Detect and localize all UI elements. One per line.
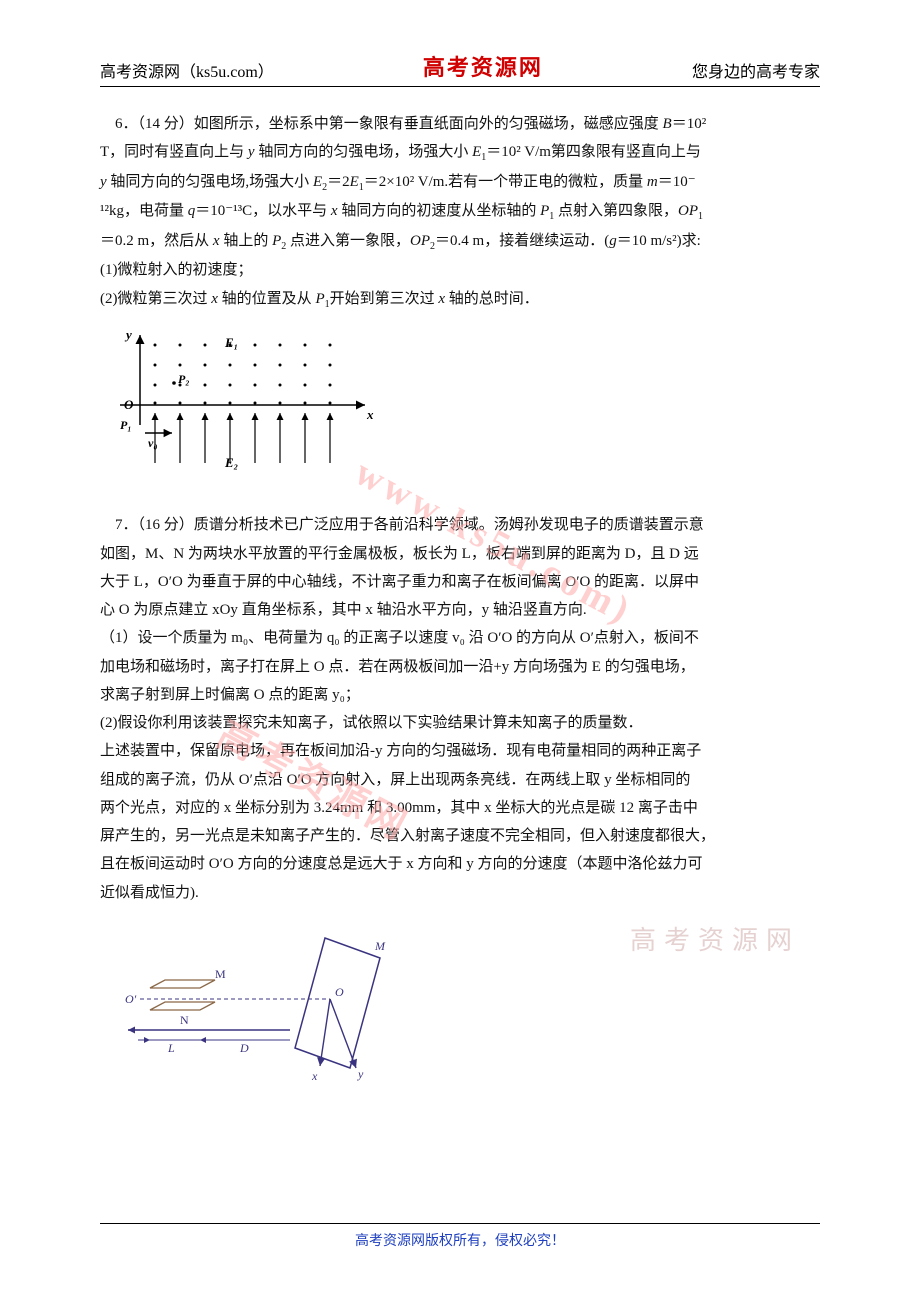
svg-text:y: y xyxy=(357,1067,364,1081)
svg-text:v₀: v₀ xyxy=(148,436,158,450)
q7-p7: 求离子射到屏上时偏离 O 点的距离 y₀； xyxy=(100,682,820,708)
svg-text:M: M xyxy=(215,967,226,981)
svg-text:P₂: P₂ xyxy=(178,372,190,386)
page-header: 高考资源网（ks5u.com） 高考资源网 您身边的高考专家 xyxy=(100,50,820,87)
footer-text: 高考资源网版权所有，侵权必究！ xyxy=(355,1234,565,1249)
q7-p1: 7．（16 分）质谱分析技术已广泛应用于各前沿科学领域。汤姆孙发现电子的质谱装置… xyxy=(100,512,820,538)
q7-p9: 上述装置中，保留原电场，再在板间加沿-y 方向的匀强磁场．现有电荷量相同的两种正… xyxy=(100,738,820,764)
q7-p3: 大于 L，O′O 为垂直于屏的中心轴线，不计离子重力和离子在板间偏离 O′O 的… xyxy=(100,569,820,595)
header-center-title: 高考资源网 xyxy=(423,50,543,82)
figure-q6-diagram: y x O P₂ E₁ E₂ P₁ v₀ xyxy=(110,325,820,494)
q6-paragraph: ＝0.2 m，然后从 x 轴上的 P2 点进入第一象限，OP2＝0.4 m，接着… xyxy=(100,228,820,256)
svg-text:O′: O′ xyxy=(125,992,137,1006)
q6-sub2: (2)微粒第三次过 x 轴的位置及从 P1开始到第三次过 x 轴的总时间． xyxy=(100,286,820,314)
q7-p2: 如图，M、N 为两块水平放置的平行金属极板，板长为 L，板右端到屏的距离为 D，… xyxy=(100,541,820,567)
q7-p11: 两个光点，对应的 x 坐标分别为 3.24mm 和 3.00mm，其中 x 坐标… xyxy=(100,795,820,821)
svg-text:P₁: P₁ xyxy=(120,418,132,432)
svg-text:x: x xyxy=(366,407,374,422)
svg-text:O: O xyxy=(124,397,134,412)
svg-text:O: O xyxy=(335,985,344,999)
svg-text:y: y xyxy=(124,327,132,342)
q7-p6: 加电场和磁场时，离子打在屏上 O 点．若在两极板间加一沿+y 方向场强为 E 的… xyxy=(100,654,820,680)
svg-text:L: L xyxy=(167,1041,175,1055)
svg-text:E₂: E₂ xyxy=(224,455,238,470)
q7-p12: 屏产生的，另一光点是未知离子产生的．尽管入射离子速度不完全相同，但入射速度都很大… xyxy=(100,823,820,849)
svg-text:x: x xyxy=(311,1069,318,1083)
watermark-side: 高考资源网 xyxy=(630,920,800,957)
q6-paragraph: y 轴同方向的匀强电场,场强大小 E2＝2E1＝2×10² V/m.若有一个带正… xyxy=(100,169,820,197)
q6-svg: y x O P₂ E₁ E₂ P₁ v₀ xyxy=(110,325,380,485)
q7-p5: （1）设一个质量为 m₀、电荷量为 q₀ 的正离子以速度 v₀ 沿 O′O 的方… xyxy=(100,625,820,651)
svg-text:D: D xyxy=(239,1041,249,1055)
q6-paragraph: 6．（14 分）如图所示，坐标系中第一象限有垂直纸面向外的匀强磁场，磁感应强度 … xyxy=(100,111,820,137)
q7-p8: (2)假设你利用该装置探究未知离子，试依照以下实验结果计算未知离子的质量数． xyxy=(100,710,820,736)
header-right: 您身边的高考专家 xyxy=(692,58,820,82)
q7-p14: 近似看成恒力). xyxy=(100,880,820,906)
page-footer: 高考资源网版权所有，侵权必究！ xyxy=(100,1223,820,1250)
svg-text:E₁: E₁ xyxy=(224,335,238,350)
header-left: 高考资源网（ks5u.com） xyxy=(100,58,274,82)
q6-sub1: (1)微粒射入的初速度； xyxy=(100,257,820,283)
q7-p4: 心 O 为原点建立 xOy 直角坐标系，其中 x 轴沿水平方向，y 轴沿竖直方向… xyxy=(100,597,820,623)
q7-p10: 组成的离子流，仍从 O′点沿 O′O 方向射入，屏上出现两条亮线．在两线上取 y… xyxy=(100,767,820,793)
svg-text:N: N xyxy=(180,1013,189,1027)
q6-paragraph: ¹²kg，电荷量 q＝10⁻¹³C，以水平与 x 轴同方向的初速度从坐标轴的 P… xyxy=(100,198,820,226)
svg-text:M: M xyxy=(374,939,386,953)
q6-paragraph: T，同时有竖直向上与 y 轴同方向的匀强电场，场强大小 E1＝10² V/m第四… xyxy=(100,139,820,167)
q7-svg: M N O′ M Ox y L D xyxy=(120,918,400,1088)
q7-p13: 且在板间运动时 O′O 方向的分速度总是远大于 x 方向和 y 方向的分速度（本… xyxy=(100,851,820,877)
